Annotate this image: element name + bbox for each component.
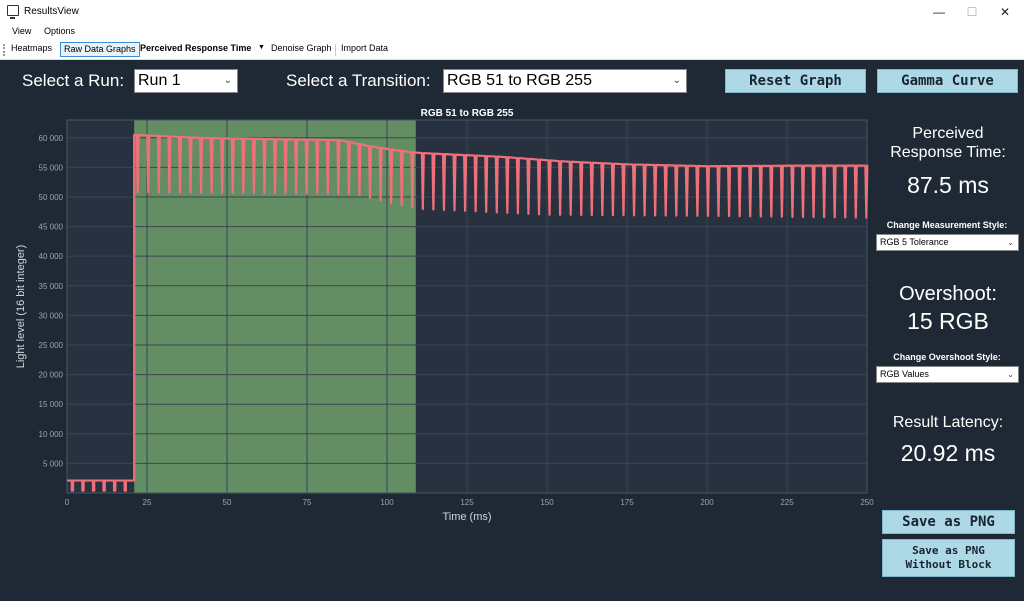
save-png-noblock-line1: Save as PNG [912,544,985,557]
chevron-down-icon: ⌄ [1007,238,1014,247]
x-tick-label: 75 [303,498,312,507]
y-tick-label: 60 000 [39,134,64,143]
gamma-curve-button[interactable]: Gamma Curve [877,69,1018,93]
x-tick-label: 50 [223,498,232,507]
series-line [67,133,869,492]
transition-label: Select a Transition: [286,71,431,90]
app-icon [7,5,19,19]
run-select-value: Run 1 [138,72,181,89]
y-tick-label: 40 000 [39,252,64,261]
save-png-noblock-line2: Without Block [905,558,992,571]
perceived-title-line2: Response Time: [890,144,1006,161]
overshoot-style-select[interactable]: RGB Values ⌄ [876,366,1019,383]
window-title: ResultsView [24,6,79,17]
overshoot-style-value: RGB Values [880,369,929,379]
x-tick-label: 225 [780,498,794,507]
x-tick-label: 25 [143,498,152,507]
maximize-button[interactable]: ☐ [966,5,978,19]
toolbar: Heatmaps Raw Data Graphs Perceived Respo… [0,40,1024,60]
y-tick-label: 55 000 [39,163,64,172]
y-tick-label: 30 000 [39,311,64,320]
y-tick-label: 10 000 [39,430,64,439]
run-label: Select a Run: [22,71,125,90]
x-axis-label: Time (ms) [442,511,491,523]
save-png-button[interactable]: Save as PNG [882,510,1015,534]
y-tick-label: 20 000 [39,371,64,380]
denoise-graph-button[interactable]: Denoise Graph [271,43,332,53]
transition-select-value: RGB 51 to RGB 255 [447,72,592,89]
perceived-title: Perceived Response Time: [876,124,1020,162]
overshoot-value: 15 RGB [907,308,989,334]
import-data-button[interactable]: Import Data [341,43,389,53]
menu-options[interactable]: Options [44,26,76,36]
y-tick-label: 35 000 [39,282,64,291]
chart-title: RGB 51 to RGB 255 [421,108,514,119]
x-tick-label: 200 [700,498,714,507]
run-select[interactable]: Run 1 ⌄ [134,69,238,93]
transition-select[interactable]: RGB 51 to RGB 255 ⌄ [443,69,687,93]
y-tick-label: 15 000 [39,400,64,409]
menu-view[interactable]: View [12,26,32,36]
x-tick-label: 100 [380,498,394,507]
perceived-response-time-dropdown[interactable]: Perceived Response Time [140,43,252,53]
x-tick-label: 250 [860,498,874,507]
title-bar: ResultsView — ☐ ✕ [0,0,1024,24]
overshoot-style-label: Change Overshoot Style: [893,352,1001,362]
x-tick-label: 150 [540,498,554,507]
toolbar-grip[interactable] [3,44,5,56]
minimize-button[interactable]: — [933,5,945,19]
measurement-style-label: Change Measurement Style: [886,220,1008,230]
main-panel: Select a Run: Run 1 ⌄ Select a Transitio… [0,60,1024,601]
overshoot-title: Overshoot: [899,283,997,305]
measurement-style-select[interactable]: RGB 5 Tolerance ⌄ [876,234,1019,251]
y-tick-label: 5 000 [43,459,64,468]
chevron-down-icon: ⌄ [672,75,681,86]
y-tick-label: 50 000 [39,193,64,202]
latency-value: 20.92 ms [900,440,996,466]
reset-graph-button[interactable]: Reset Graph [725,69,866,93]
response-chart: RGB 51 to RGB 255 5 000 10 000 15 000 20 000… [15,108,874,523]
perceived-value: 87.5 ms [907,172,989,198]
close-button[interactable]: ✕ [999,5,1011,19]
chevron-down-icon: ⌄ [1007,370,1014,379]
toolbar-separator [335,44,336,56]
measurement-style-value: RGB 5 Tolerance [880,237,949,247]
perceived-title-line1: Perceived [912,125,984,142]
raw-data-graphs-button[interactable]: Raw Data Graphs [60,42,140,57]
menu-bar: View Options [0,24,1024,40]
heatmaps-button[interactable]: Heatmaps [11,43,53,53]
save-png-without-block-button[interactable]: Save as PNG Without Block [882,539,1015,577]
y-axis-label: Light level (16 bit integer) [15,245,27,369]
y-tick-label: 25 000 [39,341,64,350]
x-tick-label: 0 [65,498,70,507]
plot-border [66,119,868,494]
chevron-down-icon: ⌄ [223,75,232,86]
y-tick-label: 45 000 [39,223,64,232]
chevron-down-icon[interactable]: ▼ [258,44,265,51]
latency-title: Result Latency: [892,414,1004,431]
x-tick-label: 125 [460,498,474,507]
x-tick-label: 175 [620,498,634,507]
